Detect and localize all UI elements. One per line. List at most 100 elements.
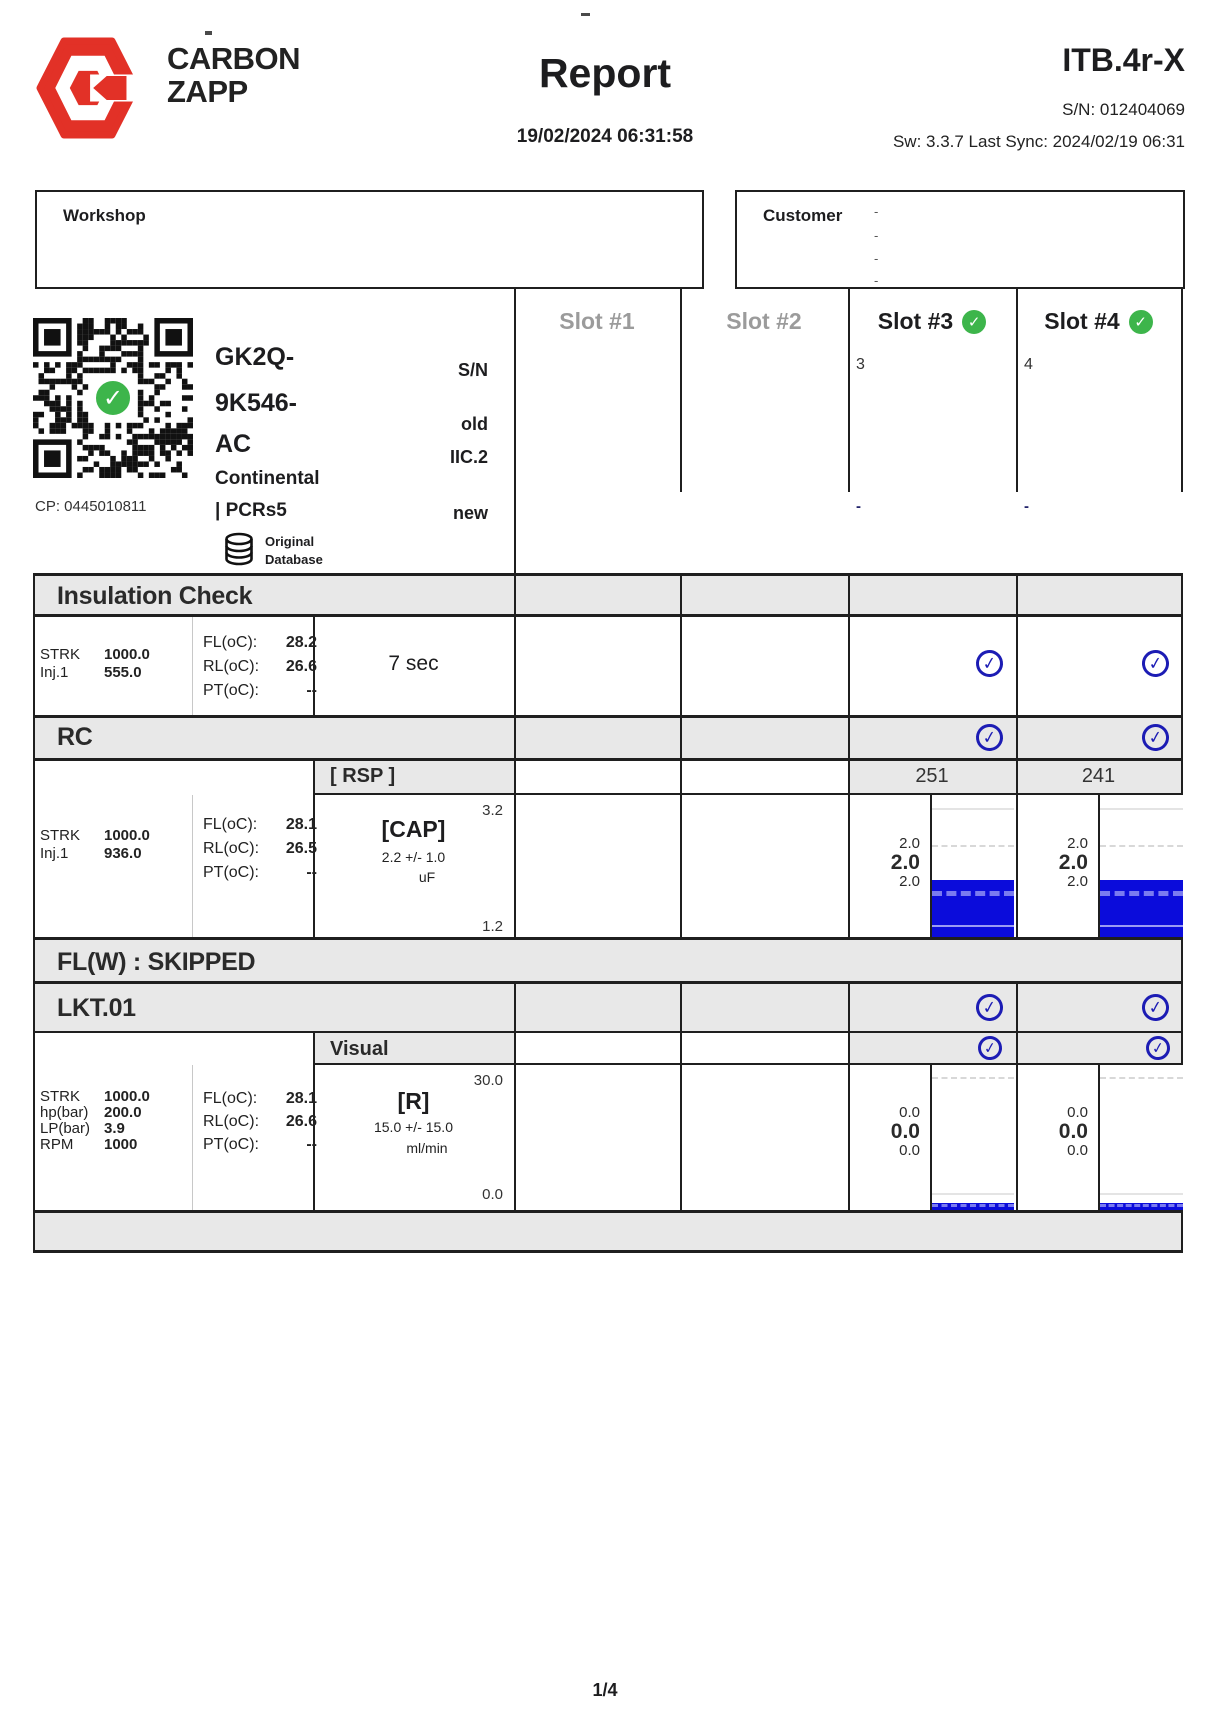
measured-bar [932,880,1014,937]
col-divider [1016,573,1018,937]
part-code-line: GK2Q- [215,343,295,371]
bar-dash-line [932,891,1014,897]
customer-box: Customer - - - - [735,190,1185,289]
value-max: 0.0 [1067,1104,1088,1121]
customer-label: Customer [763,206,843,225]
slot-4-new-value: - [1024,498,1029,515]
qr-code [33,318,193,478]
slot-3-ok-check-icon [962,309,987,334]
insulation-duration: 7 sec [388,652,439,675]
value-avg: 0.0 [890,1120,920,1143]
nominal-gridline [932,845,1014,847]
workshop-label: Workshop [63,206,146,225]
gridline [932,1193,1014,1195]
value-min: 0.0 [899,1142,920,1159]
rsp-header-cell [313,761,514,793]
device-serial: S/N: 012404069 [1062,100,1185,119]
temp-value: -- [306,864,317,881]
slot-3-label: Slot #3 [877,308,954,334]
database-label-line2: Database [265,552,323,567]
temp-value: 28.1 [285,816,317,833]
param-value: 936.0 [104,845,142,862]
lkt-temp: PT(oC): -- [203,1136,317,1154]
param-key: Inj.1 [40,845,69,862]
col-divider [514,984,516,1210]
gridline [932,808,1014,810]
measured-bar [1100,1203,1183,1210]
spec-col-divider [313,617,315,715]
grid-line [33,758,1183,761]
value-max: 2.0 [899,835,920,852]
customer-line: - [874,228,879,243]
gridline [1100,808,1183,810]
slot-4-sn: 4 [1024,356,1033,373]
param-col-divider [192,795,193,937]
param-key: STRK [40,646,81,663]
bar-dash-line [1100,1204,1183,1208]
bottom-band [33,1213,1183,1250]
slot-4-label: Slot #4 [1044,308,1120,334]
part-code-line: 9K546- [215,389,297,417]
slot-divider [514,288,516,573]
param-value: 1000 [104,1136,138,1153]
lkt-param: STRK 1000.0 [40,1089,150,1105]
temp-value: 28.1 [285,1090,317,1107]
customer-line: - [874,204,879,219]
rsp-slot4-value: 241 [1081,765,1116,787]
insulation-temp: PT(oC): -- [203,682,317,700]
rc-scale-min: 1.2 [482,918,503,935]
lkt-temp: RL(oC): 26.6 [203,1113,317,1131]
bar-solid-line [1100,925,1183,927]
rc-unit: uF [418,869,436,885]
slot-1-header: Slot #1 [514,308,680,335]
insulation-band [33,576,1183,614]
param-value: 555.0 [104,664,142,681]
slot-4-ok-check-icon [1128,309,1153,334]
bar-dash-line [1100,891,1183,897]
value-avg: 0.0 [1058,1120,1088,1143]
part-series: | PCRs5 [215,500,287,521]
lkt-slot3-bar-chart [930,1065,1014,1210]
insulation-param: STRK 1000.0 [40,646,150,664]
param-value: 3.9 [104,1120,125,1137]
param-key: RPM [40,1136,74,1153]
param-col-divider [192,617,193,715]
page-indicator: 1/4 [592,1680,618,1700]
insulation-title: Insulation Check [57,582,253,610]
report-datetime: 19/02/2024 06:31:58 [516,126,694,147]
lkt-param: hp(bar) 200.0 [40,1105,142,1121]
lkt-measure-label: [R] [397,1088,430,1114]
lkt-temp: FL(oC): 28.1 [203,1090,317,1108]
rc-band [33,718,1183,758]
visual-header: Visual [330,1038,389,1060]
rc-title: RC [57,723,93,751]
value-avg: 2.0 [1058,851,1088,874]
slot-divider [1016,288,1018,492]
temp-key: FL(oC): [203,1090,258,1107]
database-icon [225,532,253,566]
value-avg: 2.0 [890,851,920,874]
temp-key: FL(oC): [203,634,258,651]
flw-title: FL(W) : SKIPPED [57,948,256,976]
customer-line: - [874,273,879,288]
workshop-box: Workshop [35,190,704,289]
rc-param: STRK 1000.0 [40,827,150,845]
rc-temp: RL(oC): 26.5 [203,840,317,858]
device-model: ITB.4r-X [1062,42,1185,78]
param-value: 1000.0 [104,646,150,663]
temp-value: 28.2 [285,634,317,651]
database-label-line1: Original [265,534,315,549]
bar-solid-line [932,925,1014,927]
rc-measure-label: [CAP] [381,816,446,842]
insulation-temp: RL(oC): 26.6 [203,658,317,676]
temp-key: PT(oC): [203,864,259,881]
slot-4-header: Slot #4 [1016,308,1181,335]
qr-verified-check-icon: ✓ [93,378,133,418]
param-value: 1000.0 [104,827,150,844]
col-divider [514,573,516,937]
temp-key: PT(oC): [203,682,259,699]
row-label-old: old [461,414,488,434]
rc-slot3-values: 2.0 2.0 2.0 [815,836,920,890]
rc-slot4-values: 2.0 2.0 2.0 [983,836,1088,890]
